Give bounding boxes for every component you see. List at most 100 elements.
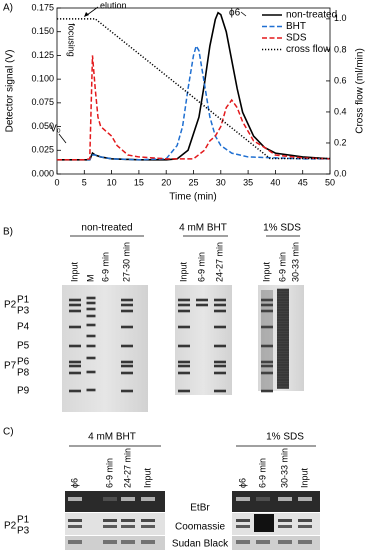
gel-band (121, 325, 133, 329)
panel-label: C) (3, 427, 14, 438)
band-label: P1 (17, 295, 30, 306)
annotation: focusing (67, 23, 77, 57)
lane-label: Input (142, 467, 152, 488)
gel-band (261, 371, 273, 375)
band-label: P6 (17, 357, 30, 368)
annotation-arrow (58, 133, 67, 144)
lane-label: ϕ6 (69, 478, 79, 488)
gel-band (141, 497, 155, 501)
group-title: 1% SDS (266, 432, 304, 443)
stain-label: Coomassie (175, 522, 225, 533)
y-axis-title: Detector signal (V) (5, 50, 16, 133)
lane-label: Input (178, 261, 188, 282)
lane-label: 24-27 min (122, 448, 132, 488)
gel-band (214, 344, 226, 348)
gel-band (261, 309, 273, 313)
gel-band (121, 364, 133, 368)
gel-band (277, 341, 289, 344)
gel-band (298, 540, 312, 544)
group-title: non-treated (81, 223, 132, 234)
x-tick-label: 5 (82, 177, 87, 187)
legend-label: non-treated (286, 10, 337, 21)
gel-band (277, 356, 289, 359)
lane-label: 6-9 min (196, 252, 206, 282)
gel-band (103, 497, 117, 501)
gel-band (277, 316, 289, 319)
band-label: P2 (4, 300, 17, 311)
band-label: P3 (17, 526, 30, 537)
gel-band (277, 293, 289, 297)
gel-band (178, 360, 190, 364)
x-tick-label: 30 (216, 177, 226, 187)
gel-etbr (65, 491, 165, 512)
gel-band (103, 519, 117, 522)
gel-band (277, 366, 289, 369)
band-label: P7 (4, 361, 17, 372)
lane-label: 24-27 min (214, 242, 224, 282)
y2-tick-label: 0.8 (334, 44, 347, 54)
gel-band (278, 540, 292, 544)
panel-label: A) (3, 3, 13, 14)
gel-band (69, 344, 81, 348)
gel-band (178, 389, 190, 393)
y2-tick-label: 0.4 (334, 106, 347, 116)
gel-band (103, 525, 117, 528)
gel-band (277, 331, 289, 334)
gel-band (214, 303, 226, 307)
gel-band (86, 356, 96, 360)
y2-tick-label: 1.0 (334, 13, 347, 23)
gel-band (256, 497, 270, 501)
group-title: 4 mM BHT (88, 432, 136, 443)
gel-band (277, 363, 289, 367)
gel-band (261, 389, 273, 393)
gel-band (256, 540, 270, 544)
gel-band (214, 325, 226, 329)
x-tick-label: 15 (134, 177, 144, 187)
x-tick-label: 0 (54, 177, 59, 187)
gel-band (141, 519, 155, 522)
gel-band (277, 306, 289, 309)
x-tick-label: 45 (298, 177, 308, 187)
gel-band (278, 519, 292, 522)
legend-label: SDS (286, 33, 307, 44)
gel-band (86, 344, 96, 348)
gel-band (261, 360, 273, 364)
gel-band (277, 338, 289, 342)
gel-band (214, 389, 226, 393)
plot-area: 0 5 10 15 20 25 30 35 40 45 50 0.000 0.025 0.050 0.075… (31, 2, 346, 187)
group-title: 4 mM BHT (179, 223, 227, 234)
group-title: 1% SDS (263, 223, 301, 234)
gel-band (278, 497, 292, 501)
gel-image (175, 285, 232, 395)
gel-band (69, 371, 81, 375)
gel-band (236, 519, 250, 522)
y-tick-label: 0.100 (31, 74, 54, 84)
gel-band (277, 386, 289, 389)
gel-band (178, 303, 190, 307)
lane-label: 27-30 min (121, 242, 131, 282)
x-tick-label: 35 (243, 177, 253, 187)
gel-band (178, 371, 190, 375)
band-label: P4 (17, 322, 30, 333)
gel-band (196, 298, 208, 302)
gel-band (178, 364, 190, 368)
annotation: elution (100, 0, 127, 10)
gel-band (68, 497, 82, 501)
y-tick-label: 0.025 (31, 145, 54, 155)
y-tick-label: 0.075 (31, 97, 54, 107)
x-tick-label: 50 (325, 177, 335, 187)
gel-band (277, 296, 289, 299)
lane-label: Input (299, 467, 309, 488)
gel-band (277, 291, 289, 294)
gel-band (254, 514, 274, 532)
gel-band (277, 348, 289, 352)
gel-band (121, 497, 135, 501)
lane-label: 6-9 min (100, 252, 110, 282)
gel-band (214, 298, 226, 302)
gel-band (277, 313, 289, 317)
band-label: P5 (17, 341, 30, 352)
gel-band (69, 364, 81, 368)
gel-band (277, 371, 289, 374)
